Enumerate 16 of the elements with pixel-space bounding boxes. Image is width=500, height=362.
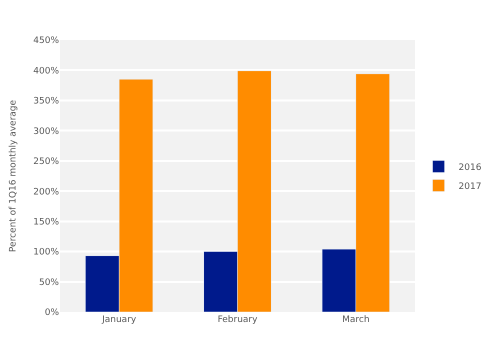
legend-label: 2016 bbox=[458, 163, 482, 174]
y-tick-label: 350% bbox=[33, 96, 60, 107]
x-tick-label: February bbox=[218, 315, 258, 325]
y-tick-label: 250% bbox=[33, 157, 60, 168]
y-tick-label: 0% bbox=[44, 308, 60, 318]
y-tick-label: 300% bbox=[33, 126, 60, 137]
y-tick-label: 200% bbox=[33, 187, 60, 198]
y-axis-title: Percent of 1Q16 monthly average bbox=[8, 99, 19, 252]
x-tick-label: March bbox=[342, 315, 370, 325]
y-tick-label: 400% bbox=[33, 66, 60, 76]
y-tick-label: 150% bbox=[33, 217, 60, 228]
x-tick-label: January bbox=[101, 315, 137, 325]
legend-label: 2017 bbox=[458, 182, 482, 192]
y-tick-label: 100% bbox=[33, 248, 60, 258]
y-tick-label: 50% bbox=[38, 278, 60, 288]
y-tick-label: 450% bbox=[33, 36, 60, 46]
